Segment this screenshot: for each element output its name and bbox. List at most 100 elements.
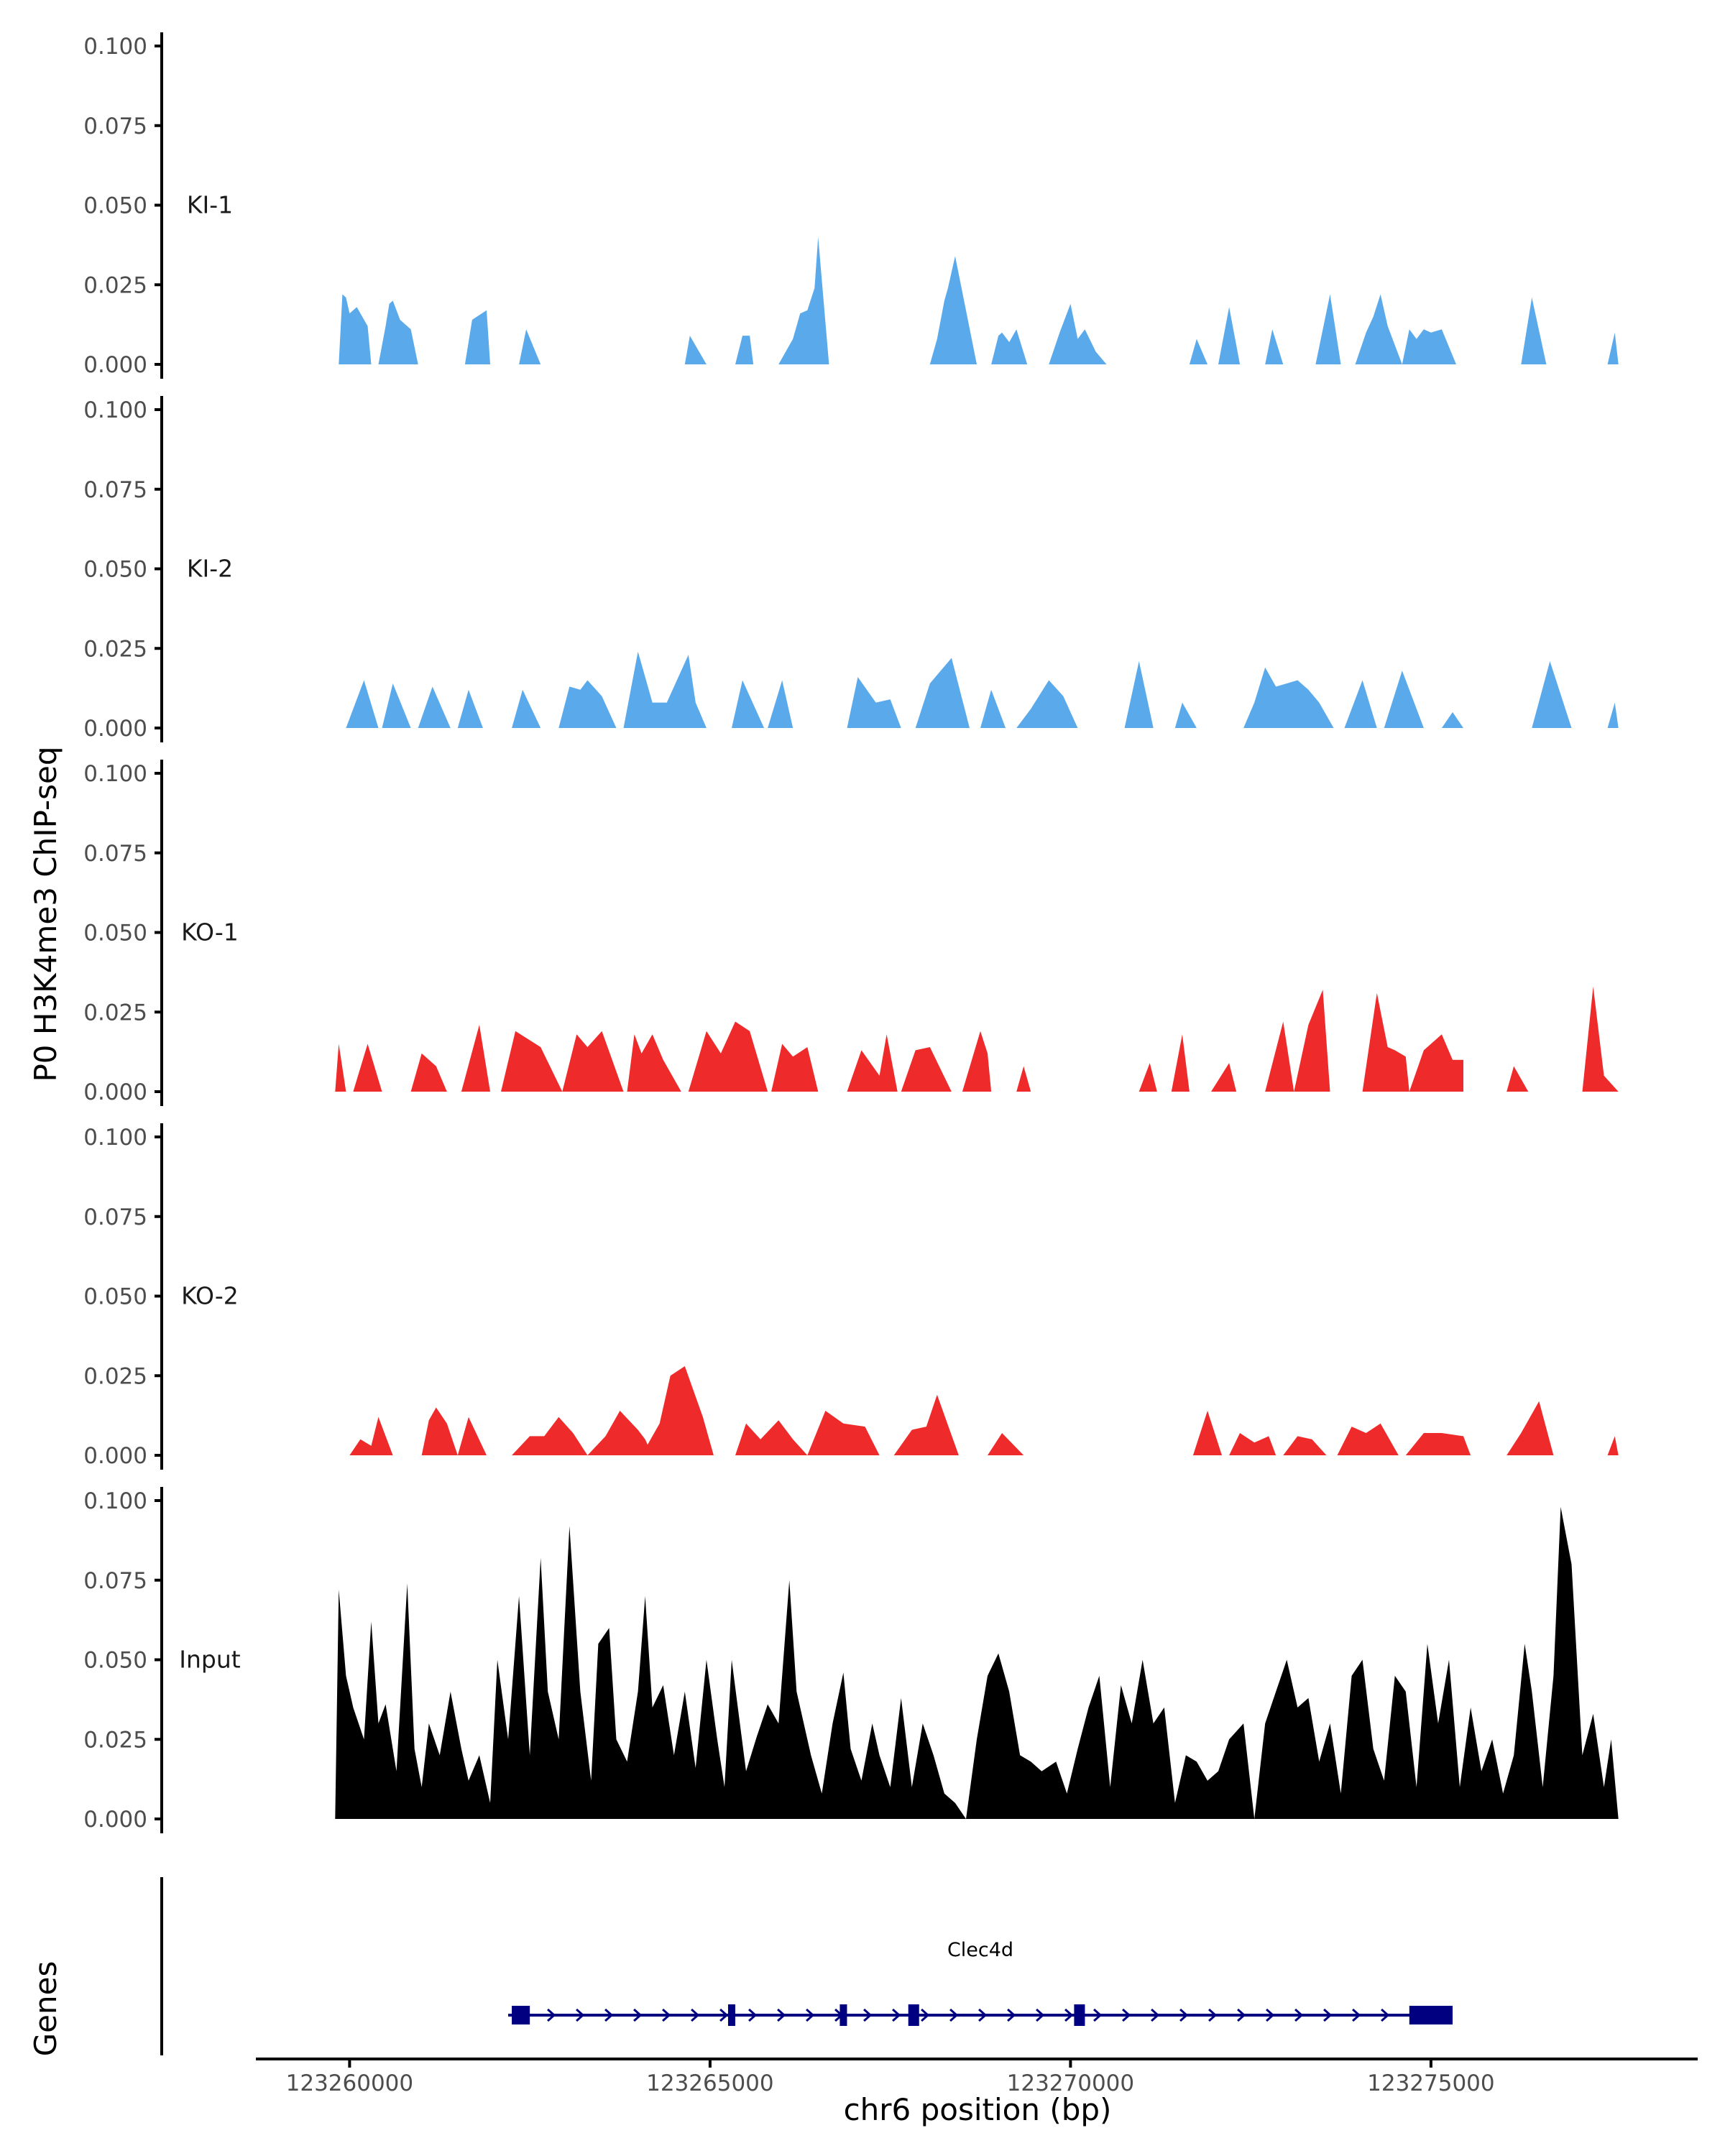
- signal-peak: [1506, 1066, 1529, 1092]
- y-tick-label: 0.025: [83, 1000, 147, 1026]
- signal-peak: [353, 1044, 382, 1092]
- signal-peak: [847, 1034, 898, 1092]
- signal-peak: [1229, 1433, 1276, 1455]
- signal-peak: [335, 1526, 966, 1819]
- strand-arrow: [1266, 2008, 1275, 2022]
- signal-peak: [1441, 711, 1463, 728]
- signal-peak: [410, 1053, 447, 1092]
- signal-peak: [1582, 986, 1619, 1092]
- track-input: 0.000 0.025 0.050 0.075 0.100 Input: [83, 1487, 1619, 1833]
- signal-peak: [1607, 702, 1619, 728]
- gene-exon: [512, 2006, 530, 2024]
- strand-arrow: [748, 2008, 758, 2022]
- track-ko-1: 0.000 0.025 0.050 0.075 0.100 KO-1: [83, 760, 1619, 1106]
- gene-model: Clec4d: [508, 1939, 1453, 2026]
- signal-peak: [735, 1420, 808, 1455]
- strand-arrow: [949, 2008, 959, 2022]
- strand-arrow: [921, 2008, 930, 2022]
- x-tick-label: 123270000: [1007, 2070, 1135, 2096]
- x-axis: 123260000 123265000 123270000 123275000: [256, 2058, 1698, 2096]
- track-label: Input: [179, 1646, 241, 1674]
- signal-peak: [1189, 338, 1208, 364]
- signal-peak: [457, 1416, 487, 1455]
- gene-exon: [840, 2004, 847, 2026]
- signal-peak: [1283, 1436, 1327, 1455]
- signal-peak: [641, 1366, 714, 1455]
- y-tick-label: 0.100: [83, 1125, 147, 1151]
- track-label: KI-1: [187, 191, 233, 219]
- signal-peak: [915, 658, 970, 728]
- strand-arrow: [1237, 2008, 1246, 2022]
- x-tick-label: 123265000: [646, 2070, 774, 2096]
- signal-peak: [771, 1044, 819, 1092]
- signal-peak: [1016, 680, 1078, 728]
- signal-peak: [1016, 1066, 1031, 1092]
- y-tick-label: 0.000: [83, 1807, 147, 1833]
- y-tick-label: 0.000: [83, 1443, 147, 1469]
- signal-peak: [457, 689, 483, 728]
- signal-peak: [1607, 332, 1619, 364]
- signal-peak: [732, 680, 765, 728]
- signal-peak: [1521, 298, 1547, 364]
- signal-peak: [1254, 1506, 1619, 1819]
- signal-peak: [418, 686, 451, 728]
- signal-peak: [346, 680, 379, 728]
- signal-peak: [929, 256, 977, 364]
- track-ko-2: 0.000 0.025 0.050 0.075 0.100 KO-2: [83, 1123, 1619, 1470]
- signal-peak: [378, 300, 418, 364]
- signal-peak: [1607, 1436, 1619, 1455]
- signal-peak: [1218, 307, 1241, 364]
- gene-exon: [908, 2004, 919, 2026]
- y-tick-label: 0.100: [83, 34, 147, 60]
- strand-arrow: [633, 2008, 643, 2022]
- signal-peak: [1405, 1433, 1471, 1455]
- y-tick-label: 0.050: [83, 557, 147, 583]
- y-tick-label: 0.100: [83, 397, 147, 423]
- signal-peak: [512, 689, 541, 728]
- track-label: KO-1: [181, 918, 239, 946]
- gene-exon: [1074, 2004, 1085, 2026]
- signal-peak: [562, 1031, 624, 1092]
- signal-peak: [339, 294, 372, 364]
- signal-peak: [901, 1047, 952, 1092]
- signal-peak: [684, 336, 707, 364]
- signal-peak: [1409, 1034, 1463, 1092]
- track-label: KI-2: [187, 555, 233, 583]
- strand-arrow: [576, 2008, 585, 2022]
- signal-peak: [349, 1416, 393, 1455]
- signal-peak: [988, 1433, 1024, 1455]
- signal-peak: [807, 1411, 880, 1455]
- signal-peak: [1265, 1021, 1294, 1092]
- y-tick-label: 0.000: [83, 716, 147, 742]
- signal-peak: [1211, 1063, 1237, 1092]
- strand-arrow: [1093, 2008, 1103, 2022]
- signal-peak: [464, 310, 490, 364]
- signal-peak: [778, 236, 829, 364]
- signal-peak: [1402, 329, 1456, 364]
- y-tick-label: 0.075: [83, 1204, 147, 1230]
- signal-peak: [512, 1416, 588, 1455]
- y-tick-label: 0.100: [83, 1488, 147, 1514]
- signal-peak: [1124, 661, 1154, 728]
- signal-peak: [991, 329, 1028, 364]
- signal-peak: [1192, 1411, 1222, 1455]
- signal-peak: [1049, 303, 1107, 364]
- strand-arrow: [1064, 2008, 1074, 2022]
- strand-arrow: [892, 2008, 901, 2022]
- gene-panel: Clec4d: [160, 1877, 1453, 2055]
- gene-name: Clec4d: [947, 1939, 1013, 1961]
- y-tick-label: 0.025: [83, 1727, 147, 1753]
- signal-peak: [1171, 1034, 1190, 1092]
- signal-peak: [501, 1031, 563, 1092]
- signal-peak: [1532, 661, 1572, 728]
- signal-peak: [627, 1034, 681, 1092]
- track-ki-1: 0.000 0.025 0.050 0.075 0.100 KI-1: [83, 32, 1619, 379]
- gene-exon: [727, 2004, 735, 2026]
- signal-peak: [1344, 680, 1377, 728]
- signal-peak: [461, 1025, 490, 1092]
- track-ki-2: 0.000 0.025 0.050 0.075 0.100 KI-2: [83, 396, 1619, 742]
- strand-arrow: [1007, 2008, 1016, 2022]
- signal-peak: [421, 1407, 458, 1455]
- strand-arrow: [1352, 2008, 1361, 2022]
- strand-arrow: [1036, 2008, 1045, 2022]
